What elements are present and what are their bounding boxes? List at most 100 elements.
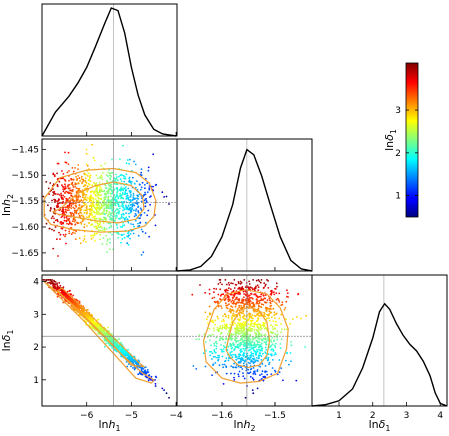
sample-point	[68, 299, 71, 301]
sample-point	[90, 234, 93, 237]
sample-point	[220, 307, 223, 309]
sample-point	[103, 345, 106, 348]
sample-point	[75, 206, 78, 208]
sample-point	[103, 199, 105, 202]
sample-point	[271, 325, 274, 328]
sample-point	[48, 193, 51, 196]
sample-point	[236, 324, 238, 327]
sample-point	[59, 233, 62, 236]
sample-point	[62, 188, 64, 191]
sample-point	[68, 230, 71, 233]
sample-point	[240, 282, 243, 284]
sample-point	[119, 188, 121, 191]
sample-point	[268, 297, 271, 300]
sample-point	[73, 207, 76, 210]
sample-point	[77, 212, 80, 215]
sample-point	[56, 282, 58, 285]
sample-point	[117, 348, 120, 350]
sample-point	[109, 241, 111, 244]
sample-point	[137, 211, 140, 214]
sample-point	[152, 185, 155, 188]
sample-point	[135, 186, 137, 189]
sample-point	[259, 344, 262, 347]
sample-point	[111, 192, 113, 195]
sample-point	[92, 234, 94, 237]
sample-point	[102, 200, 104, 203]
sample-point	[275, 312, 278, 315]
sample-point	[97, 197, 100, 200]
sample-point	[247, 318, 250, 321]
sample-point	[60, 196, 63, 199]
sample-point	[209, 339, 211, 342]
sample-point	[119, 226, 122, 228]
sample-point	[255, 320, 258, 323]
sample-point	[244, 286, 247, 288]
sample-point	[249, 344, 251, 346]
sample-point	[270, 324, 272, 327]
sample-point	[255, 343, 258, 346]
sample-point	[57, 202, 60, 205]
sample-point	[142, 251, 145, 254]
sample-point	[127, 221, 130, 224]
sample-point	[129, 195, 132, 198]
sample-point	[208, 292, 211, 295]
sample-point	[280, 322, 282, 325]
sample-point	[253, 357, 256, 360]
sample-point	[234, 314, 237, 317]
y-tick-label: −1.55	[11, 197, 39, 207]
sample-point	[242, 310, 245, 313]
sample-point	[238, 332, 241, 335]
sample-point	[191, 293, 194, 296]
sample-point	[62, 194, 64, 197]
sample-point	[262, 294, 265, 297]
sample-point	[133, 160, 136, 163]
sample-point	[226, 332, 229, 335]
sample-point	[208, 351, 211, 353]
sample-point	[111, 233, 113, 236]
sample-point	[83, 172, 86, 175]
sample-point	[252, 367, 255, 369]
sample-point	[115, 177, 118, 180]
sample-point	[248, 346, 251, 349]
sample-point	[256, 300, 259, 302]
sample-point	[65, 294, 68, 297]
sample-point	[245, 344, 247, 347]
sample-point	[255, 302, 258, 305]
sample-point	[223, 299, 226, 301]
sample-point	[77, 222, 80, 224]
sample-point	[103, 332, 106, 335]
sample-point	[261, 370, 264, 373]
sample-point	[237, 282, 240, 285]
sample-point	[58, 180, 61, 183]
sample-point	[89, 210, 92, 213]
sample-point	[252, 355, 255, 357]
x-tick-label: 4	[437, 411, 443, 421]
sample-point	[75, 175, 77, 178]
sample-point	[45, 181, 48, 183]
sample-point	[274, 333, 277, 336]
sample-point	[198, 338, 201, 341]
sample-point	[243, 343, 245, 346]
sample-point	[255, 339, 258, 342]
x-axis-label-lnh1: lnh1	[98, 418, 120, 433]
sample-point	[43, 279, 46, 281]
sample-point	[204, 365, 207, 368]
sample-point	[244, 355, 247, 358]
sample-point	[279, 347, 282, 349]
sample-point	[242, 300, 245, 302]
sample-point	[139, 214, 142, 217]
sample-point	[257, 346, 260, 349]
sample-point	[237, 301, 240, 304]
sample-point	[110, 189, 113, 192]
sample-point	[113, 183, 116, 185]
sample-point	[99, 238, 101, 241]
sample-point	[235, 298, 237, 300]
sample-point	[136, 363, 139, 366]
sample-point	[213, 344, 216, 347]
sample-point	[286, 351, 289, 354]
sample-point	[85, 163, 88, 166]
sample-point	[64, 185, 67, 188]
sample-point	[231, 296, 234, 299]
sample-point	[93, 159, 96, 162]
sample-point	[137, 373, 140, 376]
